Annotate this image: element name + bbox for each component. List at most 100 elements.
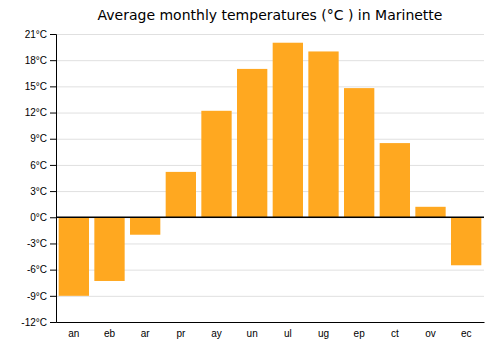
y-tick: 0°C xyxy=(30,212,56,223)
x-tick-label: ug xyxy=(318,328,329,339)
x-tick-label: ay xyxy=(211,328,222,339)
grid-line xyxy=(56,139,484,140)
y-tick: 18°C xyxy=(25,55,56,66)
y-tick-label: 9°C xyxy=(30,133,47,144)
x-tick: ec xyxy=(461,322,472,339)
y-tick-line xyxy=(50,270,56,271)
x-tick-label: pr xyxy=(176,328,186,339)
y-tick: 15°C xyxy=(25,81,56,92)
y-tick-line xyxy=(50,217,56,218)
x-tick: an xyxy=(68,322,79,339)
grid-line xyxy=(56,60,484,61)
x-tick: pr xyxy=(176,322,186,339)
y-tick-label: -12°C xyxy=(21,317,47,328)
bar xyxy=(273,43,303,218)
grid-tick xyxy=(56,139,484,140)
x-tick-label: an xyxy=(68,328,79,339)
x-tick-label: ep xyxy=(354,328,366,339)
y-tick-line xyxy=(50,296,56,297)
grid-tick xyxy=(56,86,484,87)
y-tick-line xyxy=(50,139,56,140)
x-tick: ov xyxy=(425,322,436,339)
bar xyxy=(344,88,374,217)
grid-tick xyxy=(56,113,484,114)
plot: an eb ar pr ay un ul ug ep ct ov ec -12°C -9°C -6°C -3°… xyxy=(21,29,484,339)
y-tick-label: 18°C xyxy=(25,55,47,66)
grid-line xyxy=(56,165,484,166)
y-tick-line xyxy=(50,243,56,244)
grid-tick xyxy=(56,60,484,61)
x-tick: ep xyxy=(354,322,366,339)
y-tick-line xyxy=(50,322,56,323)
bar xyxy=(166,172,196,217)
x-tick: ar xyxy=(141,322,151,339)
bars xyxy=(59,43,482,296)
x-tick: ay xyxy=(211,322,222,339)
y-tick-line xyxy=(50,60,56,61)
y-grid xyxy=(56,35,484,323)
x-axis: an eb ar pr ay un ul ug ep ct ov ec xyxy=(57,322,485,339)
x-axis-line xyxy=(57,322,485,323)
y-axis: -12°C -9°C -6°C -3°C 0°C 3°C 6°C 9°C 12°C 15°C 18°… xyxy=(21,29,56,328)
y-tick-label: 0°C xyxy=(30,212,47,223)
bar xyxy=(380,143,410,217)
x-tick-label: eb xyxy=(104,328,116,339)
y-tick-label: 3°C xyxy=(30,186,47,197)
bar xyxy=(451,217,481,265)
bar xyxy=(237,69,267,217)
bar xyxy=(59,217,89,296)
x-tick-label: ct xyxy=(391,328,399,339)
y-tick-label: 6°C xyxy=(30,160,47,171)
x-tick-label: ov xyxy=(425,328,436,339)
x-tick: eb xyxy=(104,322,116,339)
x-tick-label: ec xyxy=(461,328,472,339)
bar xyxy=(130,217,160,234)
y-tick: 9°C xyxy=(30,133,56,144)
y-tick: 21°C xyxy=(25,29,56,40)
y-tick: 6°C xyxy=(30,160,56,171)
grid-line xyxy=(56,322,484,323)
y-tick-label: -6°C xyxy=(27,264,47,275)
y-tick: -6°C xyxy=(27,264,56,275)
y-tick: -9°C xyxy=(27,291,56,302)
y-tick-label: 21°C xyxy=(25,29,47,40)
grid-line xyxy=(56,296,484,297)
y-tick-line xyxy=(50,86,56,87)
grid-tick xyxy=(56,191,484,192)
grid-tick xyxy=(56,165,484,166)
y-tick-label: 12°C xyxy=(25,107,47,118)
y-tick-label: 15°C xyxy=(25,81,47,92)
chart-title: Average monthly temperatures (°C ) in Ma… xyxy=(98,7,443,23)
x-tick: un xyxy=(247,322,258,339)
x-tick: ct xyxy=(391,322,399,339)
x-tick: ug xyxy=(318,322,329,339)
y-tick: -3°C xyxy=(27,238,56,249)
zero-baseline xyxy=(56,217,484,219)
y-axis-line xyxy=(50,35,57,323)
y-tick-line xyxy=(50,191,56,192)
y-tick: 12°C xyxy=(25,107,56,118)
bar xyxy=(94,217,124,281)
y-tick-line xyxy=(50,113,56,114)
grid-tick xyxy=(56,296,484,297)
grid-line xyxy=(56,113,484,114)
y-tick-line xyxy=(50,165,56,166)
grid-line xyxy=(56,34,484,35)
grid-tick xyxy=(56,34,484,35)
x-tick: ul xyxy=(284,322,292,339)
x-tick-label: un xyxy=(247,328,258,339)
bar xyxy=(415,207,445,217)
x-tick-label: ar xyxy=(141,328,151,339)
y-tick: 3°C xyxy=(30,186,56,197)
grid-line xyxy=(56,86,484,87)
y-tick-label: -3°C xyxy=(27,238,47,249)
x-tick-label: ul xyxy=(284,328,292,339)
grid-tick xyxy=(56,322,484,323)
y-tick: -12°C xyxy=(21,317,56,328)
bar xyxy=(308,51,338,217)
y-tick-label: -9°C xyxy=(27,291,47,302)
chart-container: an eb ar pr ay un ul ug ep ct ov ec -12°C -9°C -6°C -3°… xyxy=(0,0,500,350)
chart-svg: an eb ar pr ay un ul ug ep ct ov ec -12°C -9°C -6°C -3°… xyxy=(0,0,500,350)
grid-line xyxy=(56,191,484,192)
y-tick-line xyxy=(50,34,56,35)
